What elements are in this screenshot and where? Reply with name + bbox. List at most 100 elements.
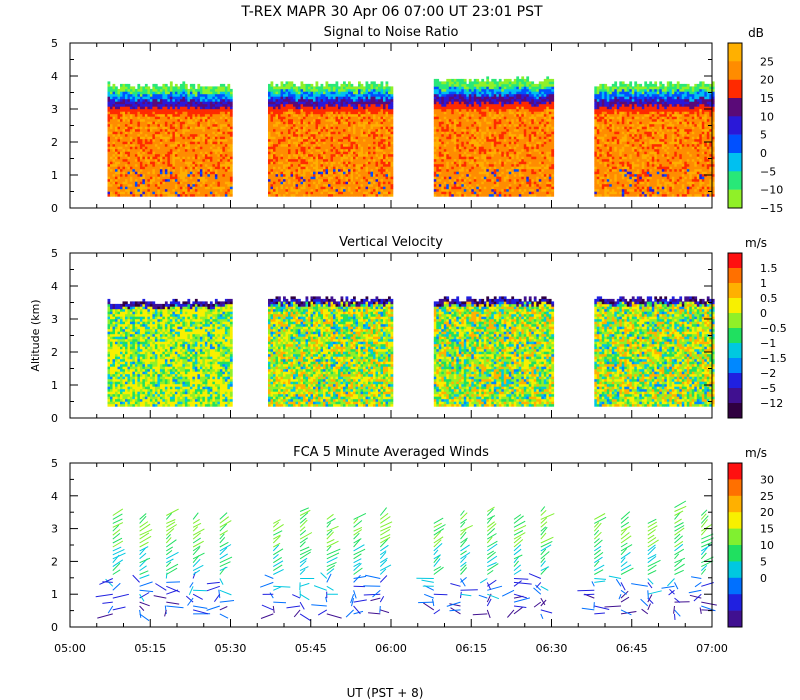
heatmap-cell [123, 111, 126, 114]
heatmap-cell [108, 156, 111, 159]
heatmap-cell [130, 86, 133, 89]
heatmap-cell [108, 136, 111, 139]
heatmap-cell [120, 181, 123, 184]
heatmap-cell [172, 179, 175, 182]
heatmap-cell [123, 96, 126, 99]
heatmap-cell [140, 181, 143, 184]
heatmap-cell [215, 96, 218, 99]
heatmap-cell [165, 116, 168, 119]
heatmap-cell [190, 129, 193, 132]
heatmap-cell [197, 84, 200, 87]
heatmap-cell [130, 194, 133, 197]
heatmap-cell [123, 146, 126, 149]
heatmap-cell [123, 84, 126, 87]
heatmap-cell [210, 109, 213, 112]
heatmap-cell [281, 181, 284, 184]
heatmap-cell [147, 146, 150, 149]
heatmap-cell [147, 116, 150, 119]
heatmap-cell [130, 179, 133, 182]
heatmap-cell [217, 151, 220, 154]
heatmap-cell [273, 186, 276, 189]
heatmap-cell [175, 124, 178, 127]
heatmap-cell [145, 119, 148, 122]
heatmap-cell [268, 114, 271, 117]
heatmap-cell [137, 114, 140, 117]
heatmap-cell [273, 194, 276, 197]
heatmap-cell [175, 139, 178, 142]
heatmap-cell [195, 184, 198, 187]
heatmap-cell [120, 191, 123, 194]
heatmap-cell [293, 94, 296, 97]
heatmap-cell [288, 104, 291, 107]
heatmap-cell [150, 114, 153, 117]
heatmap-cell [273, 184, 276, 187]
heatmap-cell [135, 111, 138, 114]
heatmap-cell [200, 181, 203, 184]
heatmap-cell [177, 184, 180, 187]
heatmap-cell [195, 89, 198, 92]
heatmap-cell [120, 94, 123, 97]
heatmap-cell [182, 181, 185, 184]
heatmap-cell [142, 161, 145, 164]
heatmap-cell [187, 181, 190, 184]
heatmap-cell [167, 119, 170, 122]
heatmap-cell [145, 189, 148, 192]
heatmap-cell [293, 189, 296, 192]
heatmap-cell [170, 169, 173, 172]
heatmap-cell [298, 131, 301, 134]
heatmap-cell [230, 146, 233, 149]
heatmap-cell [281, 81, 284, 84]
heatmap-cell [291, 156, 294, 159]
heatmap-cell [222, 119, 225, 122]
heatmap-cell [150, 189, 153, 192]
heatmap-cell [210, 191, 213, 194]
heatmap-cell [155, 176, 158, 179]
heatmap-cell [286, 146, 289, 149]
heatmap-cell [130, 159, 133, 162]
heatmap-cell [180, 176, 183, 179]
heatmap-cell [110, 191, 113, 194]
heatmap-cell [215, 154, 218, 157]
heatmap-cell [140, 141, 143, 144]
heatmap-cell [147, 119, 150, 122]
heatmap-cell [108, 119, 111, 122]
heatmap-cell [217, 146, 220, 149]
heatmap-cell [185, 94, 188, 97]
heatmap-cell [210, 91, 213, 94]
heatmap-cell [278, 159, 281, 162]
heatmap-cell [195, 149, 198, 152]
heatmap-cell [160, 171, 163, 174]
heatmap-cell [145, 144, 148, 147]
heatmap-cell [165, 136, 168, 139]
heatmap-cell [155, 116, 158, 119]
heatmap-cell [276, 111, 279, 114]
heatmap-cell [288, 191, 291, 194]
heatmap-cell [227, 186, 230, 189]
heatmap-cell [155, 149, 158, 152]
heatmap-cell [152, 129, 155, 132]
heatmap-cell [205, 166, 208, 169]
heatmap-cell [276, 189, 279, 192]
heatmap-cell [225, 166, 228, 169]
heatmap-cell [113, 186, 116, 189]
heatmap-cell [108, 164, 111, 167]
heatmap-cell [113, 194, 116, 197]
heatmap-cell [293, 191, 296, 194]
heatmap-cell [182, 94, 185, 97]
heatmap-cell [157, 106, 160, 109]
heatmap-cell [278, 119, 281, 122]
heatmap-cell [281, 186, 284, 189]
heatmap-cell [142, 96, 145, 99]
heatmap-cell [273, 121, 276, 124]
heatmap-cell [286, 156, 289, 159]
heatmap-cell [167, 154, 170, 157]
heatmap-cell [125, 186, 128, 189]
heatmap-cell [120, 164, 123, 167]
heatmap-cell [288, 139, 291, 142]
heatmap-cell [212, 106, 215, 109]
heatmap-cell [182, 134, 185, 137]
heatmap-cell [283, 159, 286, 162]
heatmap-cell [185, 134, 188, 137]
heatmap-cell [115, 176, 118, 179]
heatmap-cell [130, 129, 133, 132]
